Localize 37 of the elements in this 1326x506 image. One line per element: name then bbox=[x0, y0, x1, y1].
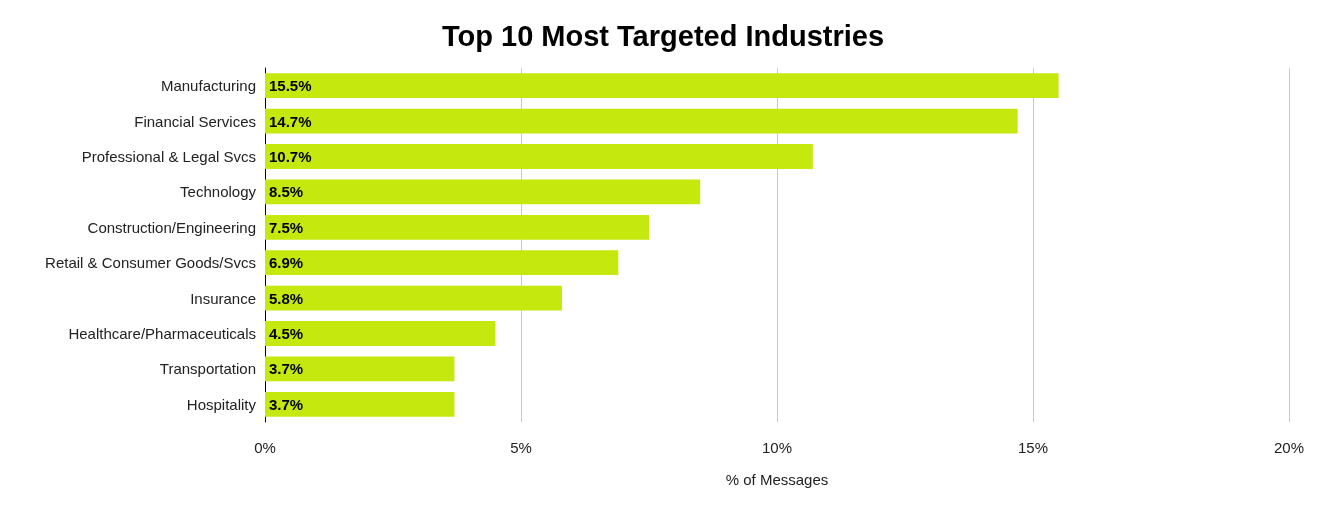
x-tick-label: 5% bbox=[510, 439, 532, 456]
x-tick-label: 10% bbox=[761, 439, 793, 456]
y-tick-label: Manufacturing bbox=[160, 77, 256, 95]
bar bbox=[265, 356, 455, 382]
y-tick-label: Construction/Engineering bbox=[87, 218, 256, 236]
bar bbox=[265, 250, 619, 276]
bar bbox=[265, 144, 813, 169]
data-label: 5.8% bbox=[269, 289, 304, 307]
y-tick-label: Retail & Consumer Goods/Svcs bbox=[45, 254, 256, 272]
bar bbox=[265, 391, 455, 417]
data-label: 14.7% bbox=[269, 112, 312, 130]
y-tick-label: Healthcare/Pharmaceuticals bbox=[68, 325, 256, 342]
data-label: 10.7% bbox=[269, 148, 312, 165]
data-label: 4.5% bbox=[269, 325, 304, 342]
x-tick-label: 0% bbox=[254, 439, 276, 456]
x-tick-label: 15% bbox=[1017, 439, 1049, 456]
x-axis-title: % of Messages bbox=[725, 471, 829, 488]
data-label: 8.5% bbox=[269, 183, 304, 201]
y-tick-label: Professional & Legal Svcs bbox=[81, 148, 256, 165]
data-label: 3.7% bbox=[269, 360, 304, 378]
bar bbox=[265, 73, 1059, 99]
bar bbox=[265, 179, 701, 205]
y-tick-label: Insurance bbox=[190, 289, 256, 307]
data-label: 7.5% bbox=[269, 218, 304, 236]
bar bbox=[265, 108, 1018, 134]
y-tick-label: Hospitality bbox=[186, 395, 257, 413]
y-tick-label: Financial Services bbox=[134, 112, 256, 130]
data-label: 6.9% bbox=[269, 254, 304, 272]
x-tick-label: 20% bbox=[1273, 439, 1305, 456]
data-label: 3.7% bbox=[269, 395, 304, 413]
bar bbox=[265, 285, 562, 311]
data-label: 15.5% bbox=[269, 77, 312, 95]
y-tick-label: Transportation bbox=[159, 360, 256, 378]
bar bbox=[265, 321, 496, 346]
chart-title: Top 10 Most Targeted Industries bbox=[441, 19, 885, 52]
y-tick-label: Technology bbox=[180, 183, 257, 201]
bar bbox=[265, 214, 649, 240]
